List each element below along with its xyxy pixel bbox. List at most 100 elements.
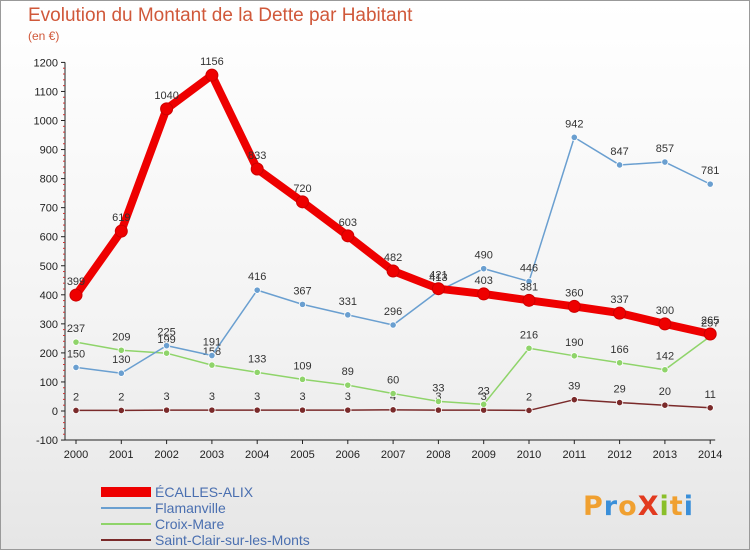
data-label: 60	[387, 375, 399, 387]
legend-label: Saint-Clair-sur-les-Monts	[155, 531, 310, 548]
x-tick-label: 2003	[200, 449, 224, 461]
data-point	[298, 406, 307, 414]
data-point	[525, 344, 533, 352]
data-label: 2	[73, 391, 79, 403]
data-point	[208, 361, 216, 369]
data-label: 381	[520, 281, 538, 293]
y-tick-label: 300	[40, 319, 58, 331]
y-tick-label: 1200	[34, 57, 58, 69]
data-point	[615, 398, 624, 407]
legend: ÉCALLES-ALIX Flamanville Croix-Mare Saint-C…	[101, 484, 310, 548]
y-tick-label: 700	[40, 203, 58, 215]
data-point	[114, 224, 128, 238]
data-point	[253, 286, 261, 294]
data-point	[205, 68, 219, 82]
data-point	[434, 406, 442, 414]
data-point	[163, 406, 171, 414]
data-label: 199	[157, 334, 175, 346]
x-tick-label: 2010	[517, 449, 541, 461]
data-point	[344, 406, 352, 414]
data-label: 237	[67, 323, 85, 335]
data-point	[567, 299, 581, 313]
y-tick-label: 200	[40, 348, 58, 360]
legend-label: Flamanville	[155, 499, 226, 516]
data-point	[72, 406, 80, 415]
data-point	[208, 351, 216, 360]
data-label: 603	[339, 217, 357, 229]
legend-swatch	[101, 539, 151, 541]
data-point	[661, 158, 669, 166]
data-label: 1156	[200, 56, 224, 68]
x-tick-label: 2005	[290, 449, 314, 461]
data-point	[341, 229, 355, 243]
data-label: 3	[254, 391, 260, 403]
chart-title: Evolution du Montant de la Dette par Hab…	[28, 5, 413, 26]
data-label: 166	[610, 344, 628, 356]
data-point	[389, 389, 397, 398]
data-label: 781	[701, 165, 719, 177]
logo-letter: o	[618, 491, 638, 522]
data-point	[706, 180, 714, 188]
legend-swatch	[101, 487, 151, 497]
data-point	[296, 195, 309, 209]
data-label: 257	[701, 317, 719, 329]
data-point	[615, 359, 624, 367]
data-label: 3	[209, 391, 215, 403]
x-tick-label: 2012	[607, 449, 631, 461]
y-tick-label: 100	[40, 377, 58, 389]
data-label: 216	[520, 329, 538, 341]
logo-letter: r	[603, 491, 619, 522]
data-point	[386, 264, 400, 278]
data-point	[344, 311, 352, 319]
data-label: 482	[384, 252, 402, 264]
logo-letter: i	[683, 491, 694, 522]
data-label: 109	[293, 360, 311, 372]
data-point	[163, 342, 171, 350]
data-point	[480, 265, 488, 273]
data-label: 3	[299, 391, 305, 403]
data-point	[208, 406, 216, 414]
data-point	[72, 338, 80, 346]
legend-swatch	[101, 523, 151, 525]
data-label: 142	[656, 351, 674, 363]
data-label: 337	[610, 294, 628, 306]
y-tick-label: 0	[52, 406, 58, 418]
y-tick-label: 400	[40, 290, 58, 302]
data-point	[477, 287, 491, 301]
y-tick-label: 600	[40, 232, 58, 244]
y-tick-label: 1000	[34, 116, 58, 128]
data-point	[613, 306, 627, 320]
x-tick-label: 2006	[336, 449, 360, 461]
data-label: 39	[568, 381, 580, 393]
data-label: 3	[164, 391, 170, 403]
data-label: 331	[339, 296, 357, 308]
data-point	[570, 396, 578, 404]
data-label: 296	[384, 306, 402, 318]
legend-item: Flamanville	[101, 500, 310, 516]
data-point	[434, 397, 442, 406]
data-label: 367	[293, 285, 311, 297]
y-tick-label: 500	[40, 261, 58, 273]
data-point	[253, 368, 261, 376]
data-point	[117, 406, 125, 415]
data-point	[658, 317, 672, 331]
data-label: 1040	[154, 90, 178, 102]
data-label: 2	[118, 391, 124, 403]
data-point	[389, 406, 397, 414]
data-label: 720	[293, 183, 311, 195]
data-label: 619	[112, 212, 130, 224]
y-tick-label: -100	[36, 435, 58, 447]
data-point	[525, 277, 533, 286]
y-tick-label: 800	[40, 174, 58, 186]
data-label: 413	[429, 272, 447, 284]
data-label: 209	[112, 331, 130, 343]
data-label: 190	[565, 337, 583, 349]
data-label: 20	[659, 386, 671, 398]
data-point	[703, 327, 717, 341]
data-point	[298, 300, 307, 308]
data-label: 300	[656, 305, 674, 317]
legend-swatch	[101, 507, 151, 509]
data-label: 33	[432, 382, 444, 394]
data-label: 490	[475, 250, 493, 262]
